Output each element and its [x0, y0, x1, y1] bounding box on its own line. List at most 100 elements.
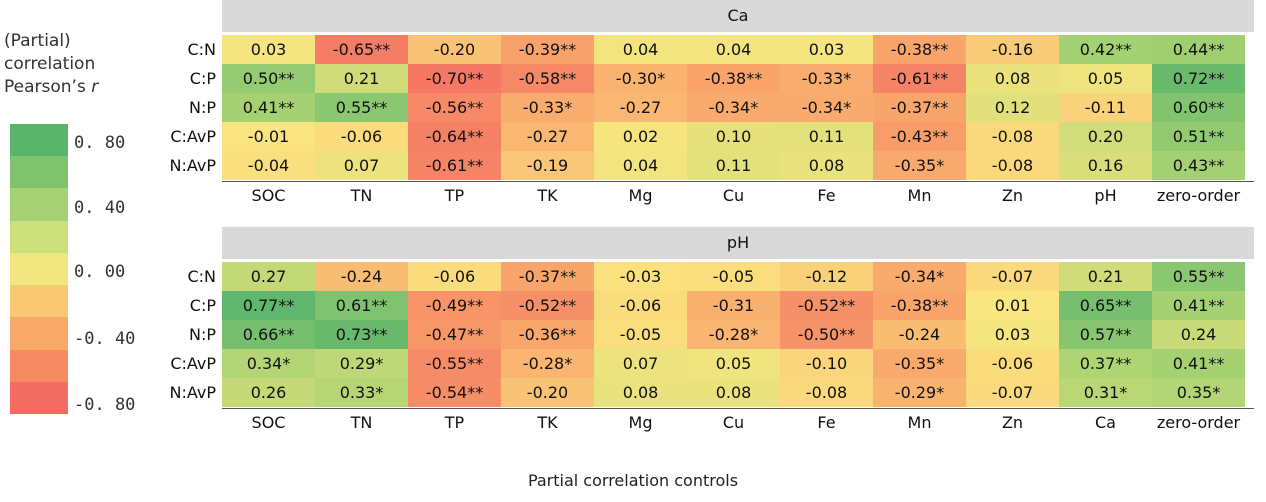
heatmap-cell: 0.08	[966, 64, 1059, 93]
legend-title-line-3: Pearson’s r	[4, 76, 98, 99]
legend-swatch	[10, 285, 68, 318]
heatmap-cell: -0.37**	[873, 93, 966, 122]
heatmap-cell: 0.31*	[1059, 378, 1152, 407]
heatmap-cell: 0.73**	[315, 320, 408, 349]
heatmap-cell: 0.27	[222, 262, 315, 291]
heatmap-cell: 0.50**	[222, 64, 315, 93]
legend-swatch	[10, 317, 68, 350]
heatmap-cell: -0.07	[966, 262, 1059, 291]
heatmap-cell: 0.37**	[1059, 349, 1152, 378]
heatmap-cell: -0.29*	[873, 378, 966, 407]
heatmap-cell: -0.04	[222, 151, 315, 180]
column-label: Zn	[1001, 186, 1024, 205]
heatmap-cell: 0.55**	[1152, 262, 1245, 291]
color-legend-bar	[10, 124, 68, 414]
heatmap-cell: -0.19	[501, 151, 594, 180]
axis-line	[222, 181, 1254, 182]
column-label: TK	[537, 413, 558, 432]
heatmap-cell: -0.52**	[501, 291, 594, 320]
column-label: Cu	[722, 413, 745, 432]
column-label: Mg	[628, 186, 653, 205]
heatmap-cell: -0.43**	[873, 122, 966, 151]
heatmap-cell: 0.08	[687, 378, 780, 407]
heatmap-cell: 0.03	[780, 35, 873, 64]
heatmap-cell: -0.38**	[687, 64, 780, 93]
row-label: C:AvP	[170, 127, 216, 146]
heatmap-cell: 0.65**	[1059, 291, 1152, 320]
heatmap-cell: -0.49**	[408, 291, 501, 320]
heatmap-cell: 0.24	[1152, 320, 1245, 349]
heatmap-cell: -0.35*	[873, 349, 966, 378]
heatmap-cell: -0.28*	[687, 320, 780, 349]
heatmap-cell: -0.33*	[501, 93, 594, 122]
heatmap-cell: 0.05	[1059, 64, 1152, 93]
legend-tick: -0. 40	[74, 329, 136, 349]
row-label: N:P	[188, 98, 216, 117]
heatmap-cell: -0.06	[594, 291, 687, 320]
legend-tick: 0. 80	[74, 133, 126, 153]
heatmap-cell: 0.07	[315, 151, 408, 180]
heatmap-cell: 0.43**	[1152, 151, 1245, 180]
heatmap-cell: 0.20	[1059, 122, 1152, 151]
legend-title-pearson: Pearson’s	[4, 77, 86, 97]
heatmap-cell: 0.42**	[1059, 35, 1152, 64]
heatmap-cell: -0.56**	[408, 93, 501, 122]
heatmap-cell: 0.41**	[1152, 349, 1245, 378]
heatmap-cell: -0.34*	[687, 93, 780, 122]
heatmap-cell: 0.41**	[222, 93, 315, 122]
heatmap-cell: 0.11	[780, 122, 873, 151]
column-label: Mn	[907, 186, 932, 205]
heatmap-cell: -0.39**	[501, 35, 594, 64]
heatmap-cell: 0.08	[594, 378, 687, 407]
heatmap-cell: 0.21	[1059, 262, 1152, 291]
heatmap-cell: -0.24	[315, 262, 408, 291]
heatmap-cell: -0.50**	[780, 320, 873, 349]
legend-tick: 0. 40	[74, 198, 126, 218]
heatmap-cell: 0.61**	[315, 291, 408, 320]
heatmap-cell: -0.11	[1059, 93, 1152, 122]
heatmap-cell: -0.61**	[408, 151, 501, 180]
heatmap-cell: -0.06	[408, 262, 501, 291]
heatmap-cell: 0.01	[966, 291, 1059, 320]
legend-title: (Partial) correlation Pearson’s r	[4, 30, 98, 99]
heatmap-cell: -0.27	[594, 93, 687, 122]
column-label: zero-order	[1156, 186, 1241, 205]
column-label: SOC	[251, 186, 286, 205]
column-label: Mg	[628, 413, 653, 432]
heatmap-cell: 0.04	[594, 151, 687, 180]
column-label: Fe	[817, 186, 836, 205]
column-label: Mn	[907, 413, 932, 432]
heatmap-cell: 0.34*	[222, 349, 315, 378]
row-label: N:AvP	[169, 156, 216, 175]
heatmap-cell: -0.61**	[873, 64, 966, 93]
heatmap-cell: -0.47**	[408, 320, 501, 349]
heatmap-cell: 0.72**	[1152, 64, 1245, 93]
heatmap-cell: 0.10	[687, 122, 780, 151]
heatmap-cell: 0.07	[594, 349, 687, 378]
row-label: C:AvP	[170, 354, 216, 373]
column-label: Ca	[1095, 413, 1116, 432]
legend-swatch	[10, 349, 68, 382]
heatmap-cell: -0.37**	[501, 262, 594, 291]
heatmap-cell: 0.04	[687, 35, 780, 64]
heatmap-cell: -0.28*	[501, 349, 594, 378]
heatmap-cell: 0.12	[966, 93, 1059, 122]
heatmap-cell: 0.29*	[315, 349, 408, 378]
column-label: SOC	[251, 413, 286, 432]
heatmap-cell: 0.03	[966, 320, 1059, 349]
heatmap-cell: -0.34*	[873, 262, 966, 291]
row-label: C:N	[187, 267, 216, 286]
heatmap-cell: -0.52**	[780, 291, 873, 320]
column-label: TP	[444, 413, 465, 432]
panel-title: Ca	[222, 0, 1254, 32]
heatmap-cell: -0.06	[966, 349, 1059, 378]
legend-tick: -0. 80	[74, 395, 136, 415]
legend-title-line-1: (Partial)	[4, 31, 71, 51]
column-label: TP	[444, 186, 465, 205]
legend-tick: 0. 00	[74, 262, 126, 282]
heatmap-cell: -0.07	[966, 378, 1059, 407]
heatmap-cell: -0.24	[873, 320, 966, 349]
heatmap-cell: -0.30*	[594, 64, 687, 93]
heatmap-cell: -0.20	[408, 35, 501, 64]
heatmap-cell: -0.16	[966, 35, 1059, 64]
